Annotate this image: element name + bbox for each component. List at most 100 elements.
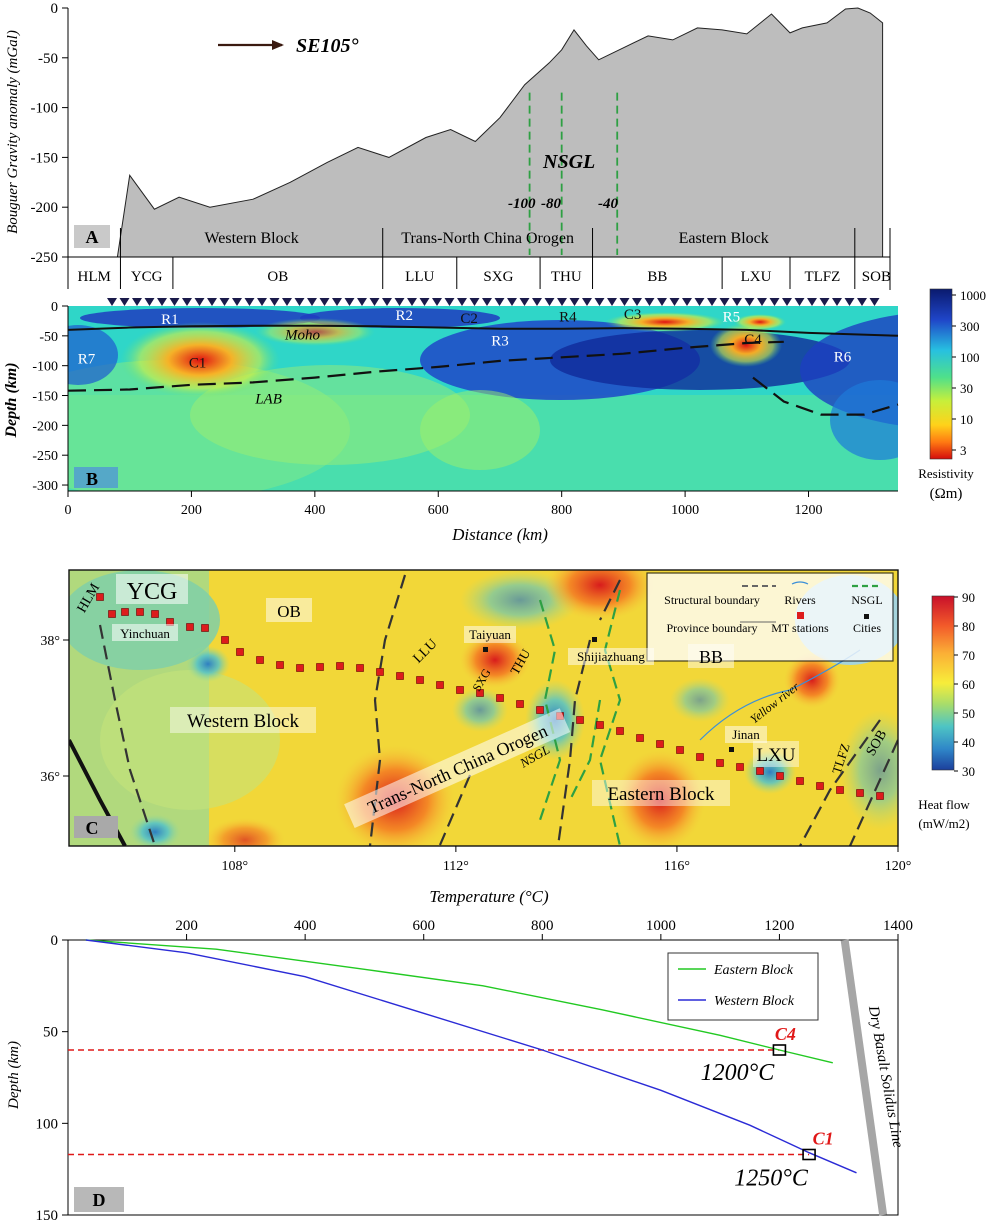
c-y-tick-label: 38° xyxy=(40,634,60,649)
region-label: Eastern Block xyxy=(607,784,715,805)
mt-station-triangle xyxy=(432,298,442,306)
unit-label: LXU xyxy=(741,269,772,285)
heat-cbar-tick-label: 50 xyxy=(962,706,975,721)
mt-station-triangle xyxy=(207,298,217,306)
mt-station-triangle xyxy=(557,298,567,306)
mt-station-triangle xyxy=(119,298,130,306)
mt-station-triangle xyxy=(107,298,117,306)
mt-station xyxy=(136,608,144,616)
c4-marker xyxy=(772,1044,787,1056)
b-region-label: C3 xyxy=(624,307,642,323)
b-x-tick-label: 800 xyxy=(551,503,572,518)
nsgl-contour-label: -40 xyxy=(598,196,618,212)
mt-station-triangle xyxy=(369,298,380,306)
mt-station-triangle xyxy=(332,298,342,306)
direction-arrowhead xyxy=(272,40,284,50)
mt-station-triangle xyxy=(657,298,667,306)
gravity-anomaly-area xyxy=(116,7,884,258)
b-y-ticks: 0 -50 -100 -150 -200 -250 -300 xyxy=(32,300,68,494)
b-y-tick-label: -200 xyxy=(32,419,58,434)
mt-station-triangle xyxy=(144,298,155,306)
mt-station xyxy=(576,716,584,724)
mt-station xyxy=(676,746,684,754)
d-x-tick-label: 800 xyxy=(531,918,554,934)
a-y-tick-label: -100 xyxy=(31,101,59,117)
unit-label: YCG xyxy=(131,269,163,285)
heatflow-colorbar xyxy=(931,595,955,771)
region-label: LXU xyxy=(756,745,795,766)
b-region-label: C1 xyxy=(189,356,207,372)
city-label: Jinan xyxy=(732,727,760,742)
mt-station-triangle xyxy=(419,298,430,306)
mt-station-triangle xyxy=(244,298,255,306)
mt-station xyxy=(536,706,544,714)
mt-station-triangle xyxy=(719,298,730,306)
tectonic-blocks-row: Western Block Trans-North China Orogen Eas… xyxy=(67,228,891,290)
nsgl-label: NSGL xyxy=(542,151,595,173)
mt-station-triangle xyxy=(607,298,617,306)
a-y-tick-label: -200 xyxy=(31,200,59,216)
b-boundary-label: Moho xyxy=(284,328,320,344)
c4-temperature-label: 1200°C xyxy=(701,1060,776,1086)
b-region-label: R5 xyxy=(723,310,741,326)
b-y-axis-label: Depth (km) xyxy=(3,362,20,438)
mt-station-triangle xyxy=(857,298,867,306)
resistivity-colorbar-unit: (Ωm) xyxy=(930,486,963,502)
d-x-tick-label: 400 xyxy=(294,918,317,934)
b-y-tick-label: -50 xyxy=(39,330,58,345)
b-x-tick-label: 200 xyxy=(181,503,202,518)
mt-station xyxy=(836,786,844,794)
c-x-tick-label: 116° xyxy=(664,859,690,874)
b-region-label: R1 xyxy=(161,312,179,328)
unit-label: THU xyxy=(551,269,582,285)
mt-station-triangle xyxy=(669,298,680,306)
mt-station xyxy=(276,661,284,669)
legend-mt-stations: MT stations xyxy=(771,621,829,635)
b-region-label: C4 xyxy=(744,332,762,348)
mt-station-triangle xyxy=(594,298,605,306)
b-x-tick-label: 1000 xyxy=(671,503,699,518)
heat-cbar-tick-label: 70 xyxy=(962,648,975,663)
b-region-label: R7 xyxy=(78,352,96,368)
mt-station xyxy=(316,663,324,671)
panel-a: 0 -50 -100 -150 -200 -250 Bouguer Gravity ano… xyxy=(5,1,891,290)
legend-rivers: Rivers xyxy=(784,593,816,607)
structural-boundaries xyxy=(69,574,898,846)
mt-station xyxy=(201,624,209,632)
heatflow-colorbar-ticks: 90 80 70 60 50 40 30 xyxy=(954,590,975,779)
legend-cities: Cities xyxy=(853,621,881,635)
d-x-tick-label: 200 xyxy=(175,918,198,934)
lab-line xyxy=(67,340,784,392)
mt-station xyxy=(856,789,864,797)
mt-station-triangle xyxy=(157,298,167,306)
mt-station-triangle xyxy=(494,298,505,306)
c-map-frame xyxy=(68,569,899,847)
dry-basalt-solidus-line xyxy=(840,939,888,1216)
b-y-tick-label: -150 xyxy=(32,390,58,405)
city-marker xyxy=(483,647,488,652)
res-cbar-tick-label: 300 xyxy=(960,319,980,334)
mt-station xyxy=(636,734,644,742)
mt-station-triangle xyxy=(619,298,630,306)
city-marker xyxy=(729,747,734,752)
a-y-axis-label: Bouguer Gravity anomaly (mGal) xyxy=(5,30,21,234)
panel-c-label: C xyxy=(86,818,99,838)
mt-station-triangle xyxy=(257,298,267,306)
mt-station-triangle xyxy=(844,298,855,306)
mt-station xyxy=(296,664,304,672)
mt-station xyxy=(221,636,229,644)
mt-station-triangle xyxy=(694,298,705,306)
b-x-tick-label: 600 xyxy=(428,503,449,518)
mt-station xyxy=(186,623,194,631)
c-legend: Structural boundary Province boundary Ri… xyxy=(646,572,894,662)
mt-station-triangle xyxy=(832,298,842,306)
nsgl-contour-label: -80 xyxy=(541,196,561,212)
heatflow-colorbar-unit: (mW/m2) xyxy=(918,816,969,831)
d-y-ticks: 0 50 100 150 xyxy=(36,933,68,1223)
unit-label: TLFZ xyxy=(804,269,840,285)
heat-cbar-tick-label: 90 xyxy=(962,590,975,605)
c-y-tick-label: 36° xyxy=(40,770,60,785)
d-legend: Eastern Block Western Block xyxy=(667,952,819,1021)
c4-label: C4 xyxy=(775,1024,796,1044)
c1-marker xyxy=(802,1148,816,1161)
